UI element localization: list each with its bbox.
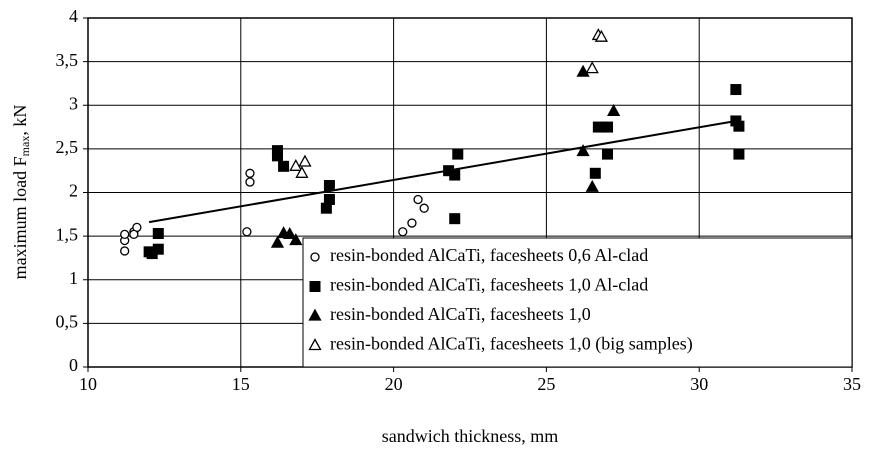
marker <box>129 229 139 240</box>
marker <box>576 64 590 77</box>
marker <box>310 252 320 262</box>
legend-label: resin-bonded AlCaTi, facesheets 1,0 <box>330 304 591 324</box>
marker <box>730 84 742 96</box>
x-axis-label: sandwich thickness, mm <box>382 426 558 446</box>
y-tick-label: 1,5 <box>56 224 79 244</box>
marker <box>452 148 464 160</box>
marker <box>270 235 285 248</box>
marker <box>602 121 614 133</box>
y-tick-label: 2,5 <box>56 137 79 157</box>
marker <box>308 338 322 351</box>
y-label-unit: , kN <box>10 105 30 136</box>
marker <box>283 227 297 240</box>
y-tick-label: 0 <box>69 355 78 375</box>
legend-label: resin-bonded AlCaTi, facesheets 0,6 Al-c… <box>330 245 648 265</box>
marker <box>323 193 335 205</box>
x-tick-label: 10 <box>79 374 97 394</box>
marker <box>413 194 423 205</box>
marker <box>576 144 590 157</box>
marker <box>309 281 321 292</box>
marker <box>289 158 303 171</box>
marker <box>607 104 621 117</box>
y-tick-label: 1 <box>69 268 78 288</box>
marker <box>289 233 303 246</box>
marker <box>298 154 312 167</box>
marker <box>407 218 417 228</box>
marker <box>419 203 429 213</box>
trend-line <box>148 119 737 224</box>
marker <box>585 61 599 74</box>
marker <box>120 229 130 240</box>
x-tick-label: 25 <box>537 374 555 394</box>
y-axis-label: maximum load Fmax, kN <box>10 105 32 280</box>
marker <box>120 246 130 256</box>
marker <box>152 243 164 255</box>
marker <box>449 213 461 225</box>
y-tick-label: 2 <box>69 181 78 201</box>
y-label-sub: max <box>18 136 32 157</box>
marker <box>271 150 283 162</box>
marker <box>245 177 255 187</box>
marker <box>733 148 745 160</box>
marker <box>295 165 309 178</box>
marker <box>323 180 335 192</box>
marker <box>308 308 322 321</box>
y-tick-label: 4 <box>69 6 78 26</box>
marker <box>589 167 601 179</box>
y-tick-label: 3 <box>69 93 78 113</box>
y-tick-label: 3,5 <box>56 50 79 70</box>
x-tick-label: 20 <box>385 374 403 394</box>
legend-label: resin-bonded AlCaTi, facesheets 1,0 Al-c… <box>330 275 648 295</box>
marker <box>449 169 461 181</box>
marker <box>152 228 164 240</box>
marker <box>592 121 604 133</box>
x-tick-label: 30 <box>690 374 708 394</box>
marker <box>602 148 614 160</box>
marker <box>242 227 252 237</box>
legend-label: resin-bonded AlCaTi, facesheets 1,0 (big… <box>330 334 693 355</box>
marker <box>594 29 609 42</box>
marker <box>585 179 599 192</box>
legend-box <box>302 237 853 368</box>
marker <box>398 227 408 237</box>
x-tick-label: 15 <box>232 374 250 394</box>
y-label-main: maximum load F <box>10 156 30 279</box>
x-tick-label: 35 <box>843 374 861 394</box>
y-tick-label: 0,5 <box>56 312 79 332</box>
marker <box>733 120 745 132</box>
marker <box>278 160 290 172</box>
marker <box>245 168 255 178</box>
